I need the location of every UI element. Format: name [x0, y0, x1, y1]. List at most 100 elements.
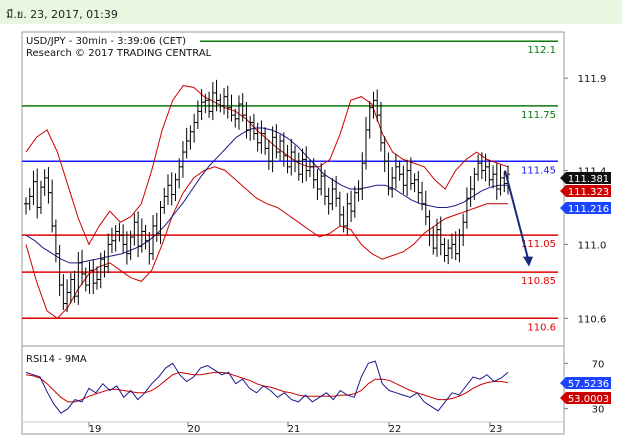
price-tag-label: 111.216 — [568, 204, 609, 215]
price-bar — [188, 125, 193, 150]
price-bar — [502, 171, 507, 193]
price-bar — [416, 171, 421, 204]
price-bar — [494, 163, 499, 200]
price-bar — [349, 190, 354, 223]
price-bar — [173, 173, 178, 202]
level-lines: 112.1 111.75 111.45 111.05 110.85 110.6 — [22, 40, 558, 333]
price-bar — [364, 116, 369, 170]
price-bar — [102, 250, 107, 278]
rsi-tick-label: 30 — [592, 405, 605, 416]
price-bar — [177, 158, 182, 189]
price-bar — [476, 154, 481, 181]
price-bar — [468, 175, 473, 207]
price-bar — [461, 213, 466, 247]
price-bar — [319, 162, 324, 196]
price-bar — [281, 132, 286, 167]
price-bar — [371, 91, 376, 119]
price-bar — [431, 226, 436, 255]
price-bar — [124, 231, 129, 265]
price-bar — [263, 127, 268, 155]
price-bar — [214, 79, 219, 112]
price-bar — [207, 91, 212, 118]
price-bar — [94, 266, 99, 290]
rsi-tick-label: 70 — [592, 359, 605, 370]
price-tag — [560, 172, 611, 184]
price-bar — [472, 167, 477, 200]
moving-average — [25, 127, 508, 264]
price-bar — [293, 145, 298, 173]
price-bar — [199, 89, 204, 121]
rsi-line — [25, 360, 509, 414]
price-bar — [132, 213, 137, 246]
y-tick-label: 111.9 — [578, 74, 607, 85]
price-bar — [139, 218, 144, 253]
price-bar — [50, 179, 55, 233]
price-bar — [109, 227, 114, 254]
price-bar — [87, 261, 92, 294]
price-bars — [24, 79, 510, 313]
price-bar — [83, 267, 88, 292]
price-bar — [244, 102, 249, 139]
price-bar — [423, 190, 428, 226]
price-bar — [91, 259, 96, 295]
price-bar — [165, 174, 170, 206]
price-bar — [296, 152, 301, 181]
price-bar — [378, 102, 383, 152]
price-bar — [113, 225, 118, 252]
price-bar — [57, 244, 62, 296]
price-bar — [498, 164, 503, 196]
price-bar — [38, 180, 43, 214]
price-bar — [180, 141, 185, 178]
rsi-tag — [560, 392, 611, 404]
price-bar — [352, 186, 357, 218]
price-bar — [248, 116, 253, 141]
price-bar — [334, 175, 339, 207]
price-bar — [408, 157, 413, 190]
rsi-tag-label: 57.5236 — [568, 379, 609, 390]
price-bar — [162, 187, 167, 214]
price-tag-label: 111.323 — [568, 187, 609, 198]
price-tags: 111.381 111.323 111.216 — [560, 172, 611, 215]
price-bar — [251, 113, 256, 141]
price-bar — [72, 270, 77, 303]
price-bar — [31, 170, 36, 206]
rsi-axis-ticks: 70 30 — [564, 359, 605, 416]
price-bar — [169, 172, 174, 206]
price-bar — [442, 237, 447, 262]
price-bar — [360, 152, 365, 200]
price-bar — [236, 95, 241, 130]
forecast-arrow — [504, 170, 533, 267]
price-bar — [61, 274, 66, 310]
price-bar — [491, 165, 496, 189]
price-bar — [405, 159, 410, 197]
price-bar — [375, 89, 380, 122]
price-bar — [457, 228, 462, 263]
price-bar — [278, 134, 283, 161]
price-bar — [151, 215, 156, 261]
price-bar — [382, 136, 387, 173]
price-bar — [154, 212, 159, 243]
x-axis-ticks: 19 20 21 22 23 — [88, 422, 503, 435]
band-line — [25, 166, 508, 319]
price-bar — [53, 219, 58, 263]
price-bar — [225, 85, 230, 119]
price-bar — [24, 197, 28, 215]
price-bar — [315, 168, 320, 200]
price-bar — [46, 167, 51, 204]
ma-line — [25, 127, 508, 264]
price-bar — [229, 94, 234, 122]
price-bar — [479, 152, 484, 180]
x-tick-label: 23 — [490, 424, 503, 435]
price-bar — [487, 160, 492, 187]
price-bar — [427, 210, 432, 247]
level-label: 110.6 — [527, 322, 556, 333]
price-bar — [80, 249, 85, 285]
level-label: 112.1 — [527, 45, 556, 56]
price-bar — [322, 169, 327, 206]
price-bar — [255, 122, 260, 152]
rsi-label: RSI14 - 9MA — [26, 354, 87, 365]
rsi-tags: 57.5236 53.0003 — [560, 377, 611, 405]
price-bar — [42, 169, 47, 196]
